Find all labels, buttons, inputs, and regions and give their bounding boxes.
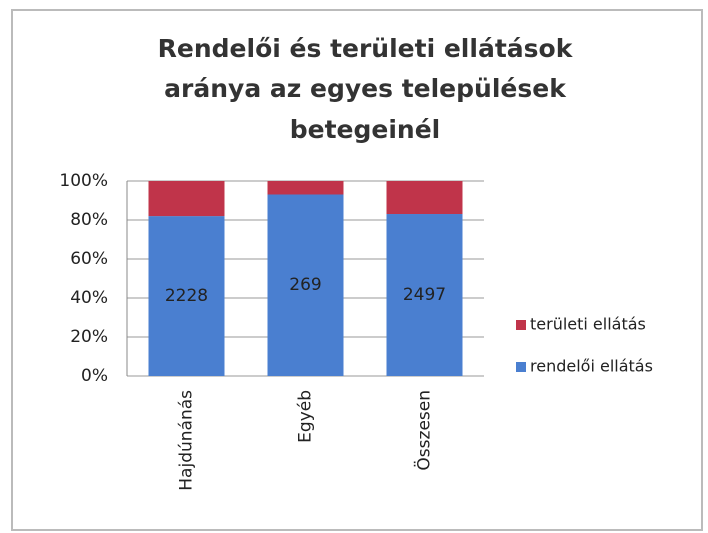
bar-segment [148, 216, 225, 376]
x-tick-label: Hajdúnánás [177, 390, 197, 491]
chart-title: Rendelői és területi ellátások [158, 34, 574, 63]
data-label: 2497 [403, 285, 446, 305]
chart-title: betegeinél [290, 115, 441, 144]
bar-segment [148, 181, 225, 217]
y-tick-label: 0% [81, 366, 108, 386]
data-label: 269 [289, 275, 321, 295]
x-tick-label: Összesen [413, 390, 435, 471]
bar-segment [386, 214, 463, 376]
chart-title: aránya az egyes települések [164, 74, 567, 103]
y-tick-label: 60% [70, 249, 108, 269]
y-tick-label: 40% [70, 288, 108, 308]
bar-segment [267, 181, 344, 195]
legend-swatch [516, 362, 526, 372]
bar-segment [386, 181, 463, 215]
legend-label: rendelői ellátás [530, 357, 653, 376]
bar-segment [267, 194, 344, 376]
x-tick-label: Egyéb [296, 390, 316, 443]
y-tick-label: 100% [59, 171, 108, 191]
legend-label: területi ellátás [530, 315, 646, 334]
legend-swatch [516, 320, 526, 330]
y-tick-label: 80% [70, 210, 108, 230]
data-label: 2228 [165, 286, 208, 306]
y-tick-label: 20% [70, 327, 108, 347]
